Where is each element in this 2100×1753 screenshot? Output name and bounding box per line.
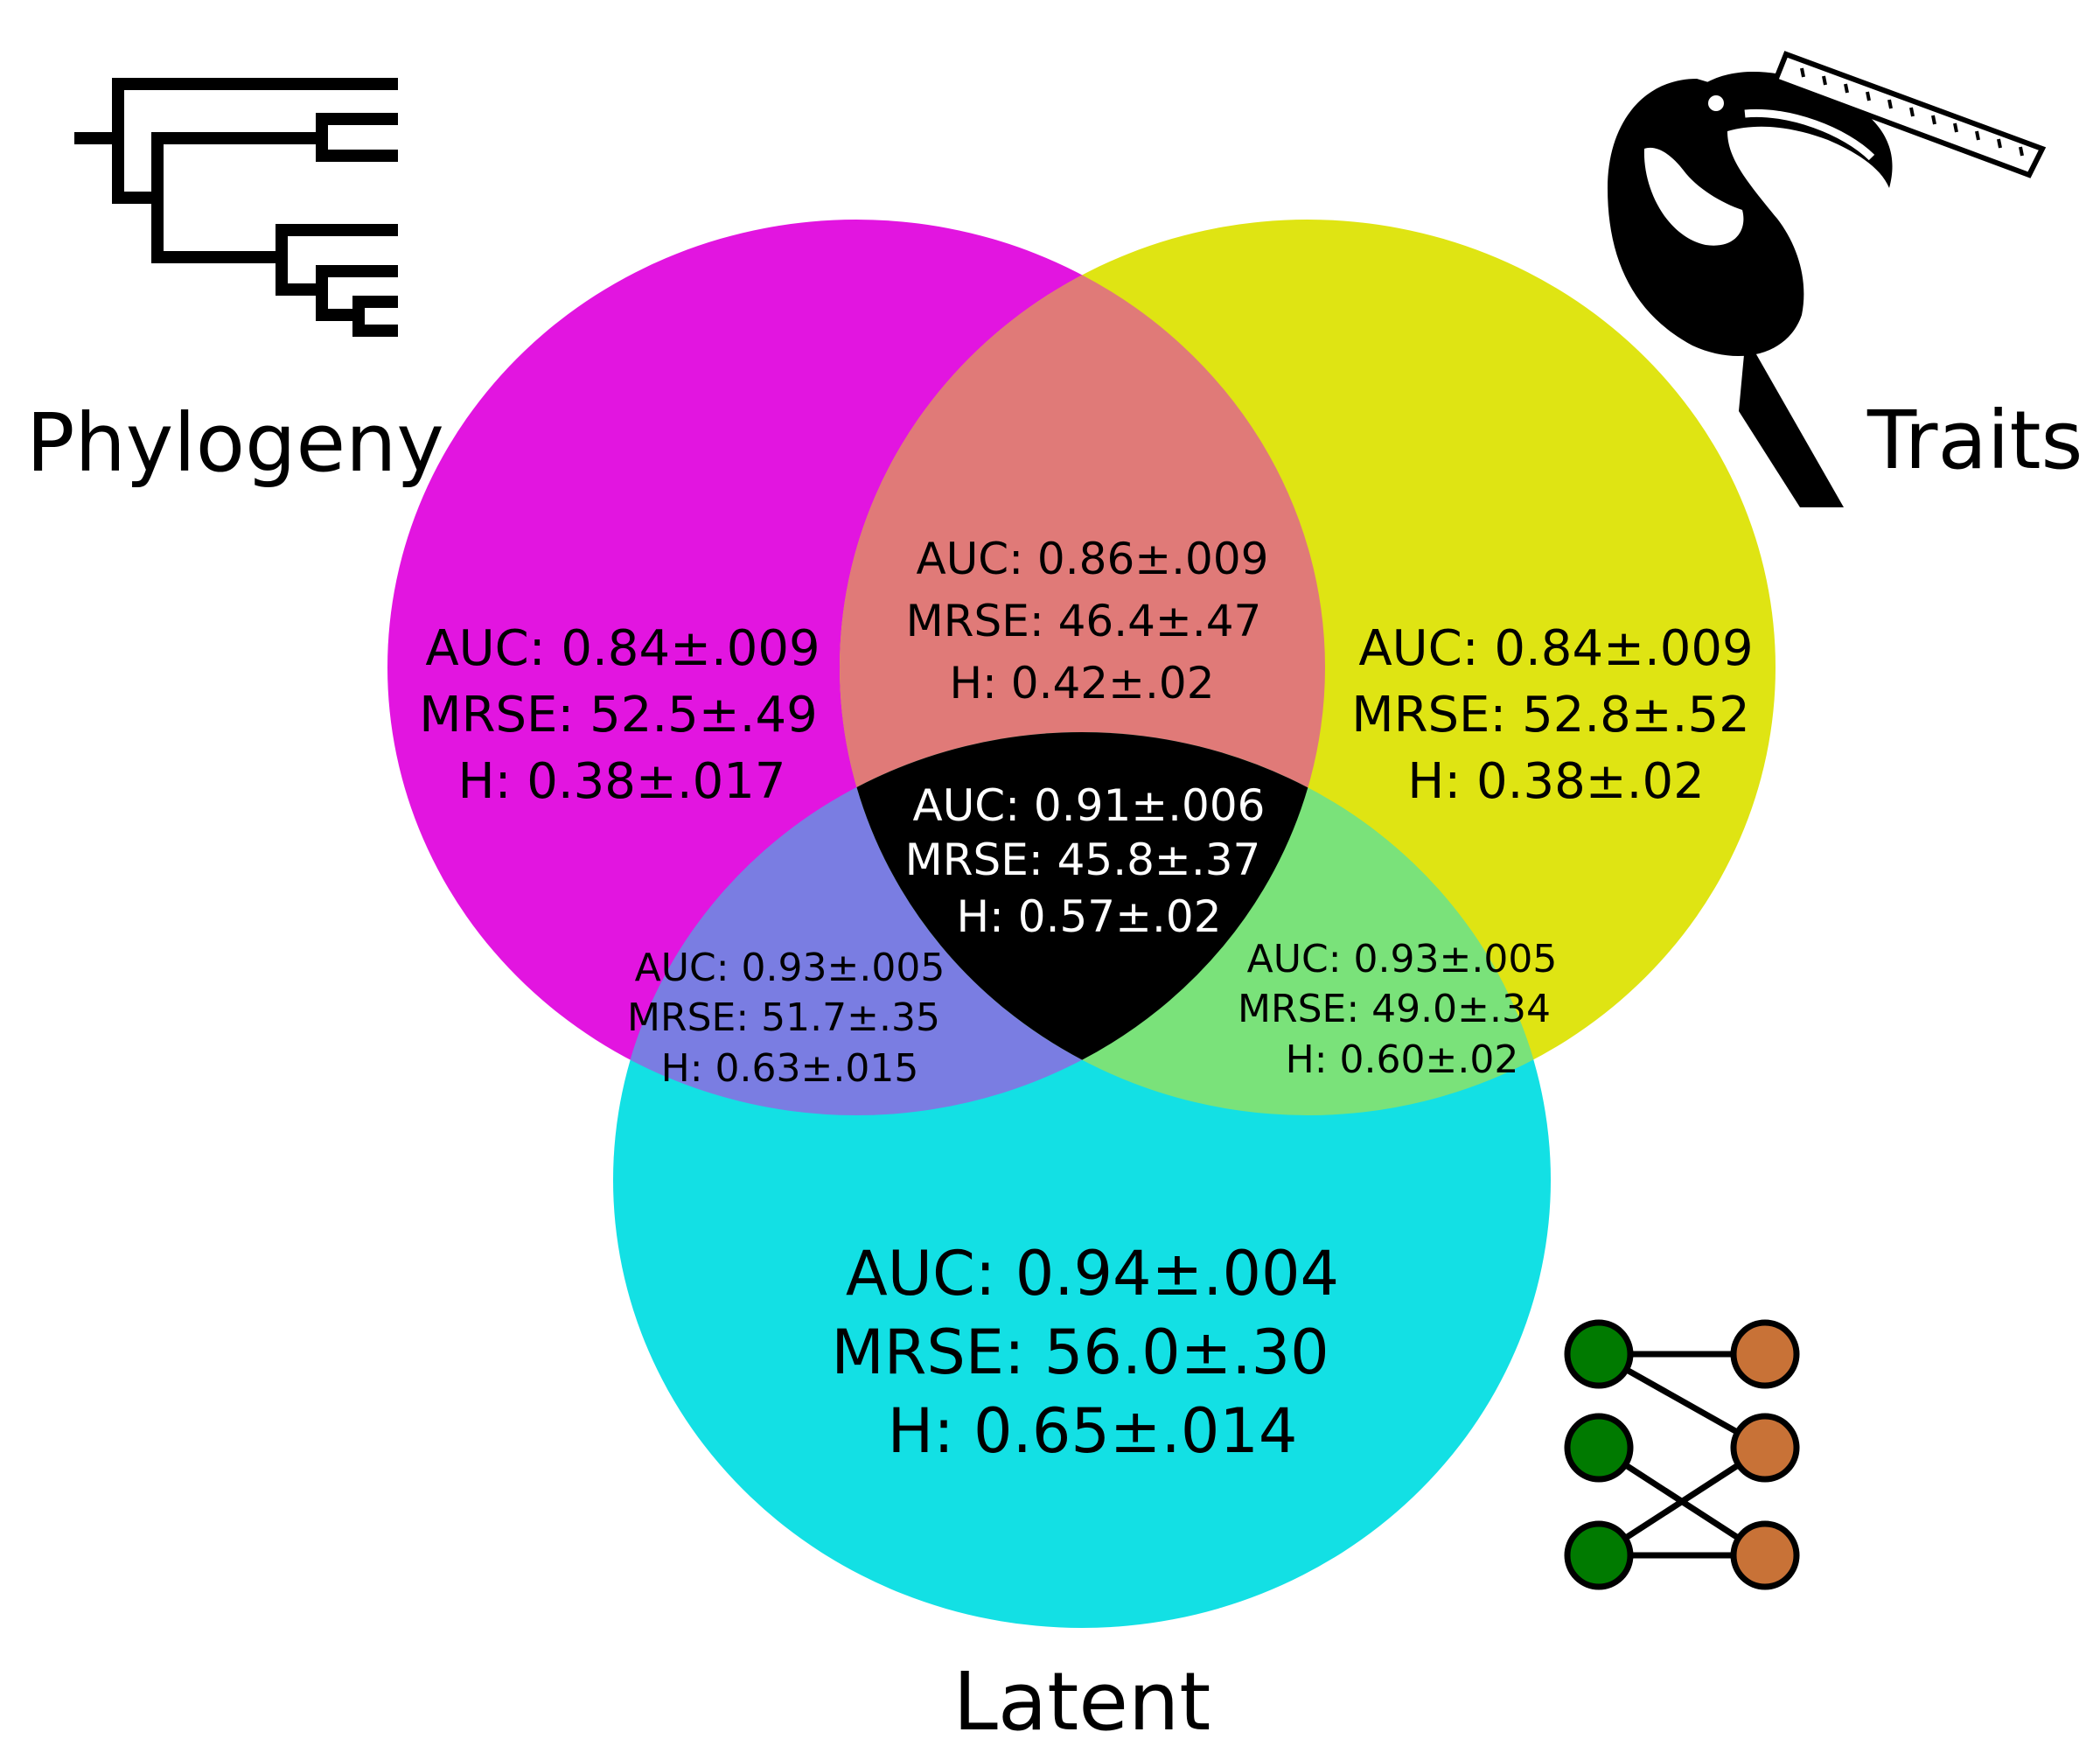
region-traits-only: AUC: 0.84±.009 MRSE: 52.8±.52 H: 0.38±.0…	[1351, 620, 1753, 810]
toucan-with-ruler-icon	[1608, 51, 2047, 507]
bipartite-network-icon	[1564, 1319, 1800, 1590]
region-phylogeny-latent: AUC: 0.93±.005 MRSE: 51.7±.35 H: 0.63±.0…	[627, 946, 945, 1091]
left-node	[1564, 1520, 1634, 1590]
set-label-phylogeny: Phylogeny	[26, 396, 444, 490]
metric-mrse: MRSE: 45.8±.37	[905, 835, 1261, 885]
region-latent-only: AUC: 0.94±.004 MRSE: 56.0±.30 H: 0.65±.0…	[831, 1238, 1339, 1467]
metric-h: H: 0.57±.02	[956, 891, 1221, 942]
right-node	[1730, 1520, 1800, 1590]
region-phylogeny-traits: AUC: 0.86±.009 MRSE: 46.4±.47 H: 0.42±.0…	[906, 534, 1269, 709]
metric-mrse: MRSE: 52.8±.52	[1351, 687, 1750, 744]
right-node	[1730, 1413, 1800, 1483]
metric-h: H: 0.42±.02	[949, 658, 1214, 709]
region-phylogeny-only: AUC: 0.84±.009 MRSE: 52.5±.49 H: 0.38±.0…	[419, 620, 820, 810]
region-traits-latent: AUC: 0.93±.005 MRSE: 49.0±.34 H: 0.60±.0…	[1238, 937, 1557, 1082]
metric-auc: AUC: 0.93±.005	[635, 946, 945, 990]
left-node	[1564, 1413, 1634, 1483]
metric-mrse: MRSE: 49.0±.34	[1238, 987, 1551, 1031]
metric-h: H: 0.65±.014	[888, 1395, 1298, 1467]
region-all-three: AUC: 0.91±.006 MRSE: 45.8±.37 H: 0.57±.0…	[905, 780, 1266, 942]
metric-h: H: 0.38±.017	[457, 753, 785, 810]
metric-mrse: MRSE: 51.7±.35	[627, 995, 940, 1040]
set-label-latent: Latent	[953, 1655, 1211, 1749]
right-node	[1730, 1319, 1800, 1389]
metric-auc: AUC: 0.84±.009	[425, 620, 820, 677]
metric-mrse: MRSE: 56.0±.30	[831, 1316, 1329, 1388]
metric-mrse: MRSE: 52.5±.49	[419, 687, 818, 744]
metric-h: H: 0.63±.015	[661, 1046, 919, 1091]
metric-auc: AUC: 0.86±.009	[916, 534, 1268, 584]
metric-auc: AUC: 0.93±.005	[1247, 937, 1558, 981]
metric-mrse: MRSE: 46.4±.47	[906, 596, 1262, 646]
metric-h: H: 0.38±.02	[1407, 753, 1704, 810]
metric-auc: AUC: 0.91±.006	[912, 780, 1265, 831]
phylogenetic-tree-icon	[74, 78, 398, 337]
left-node	[1564, 1319, 1634, 1389]
set-label-traits: Traits	[1866, 394, 2083, 487]
metric-h: H: 0.60±.02	[1286, 1037, 1519, 1082]
metric-auc: AUC: 0.94±.004	[846, 1238, 1339, 1310]
metric-auc: AUC: 0.84±.009	[1358, 620, 1753, 677]
